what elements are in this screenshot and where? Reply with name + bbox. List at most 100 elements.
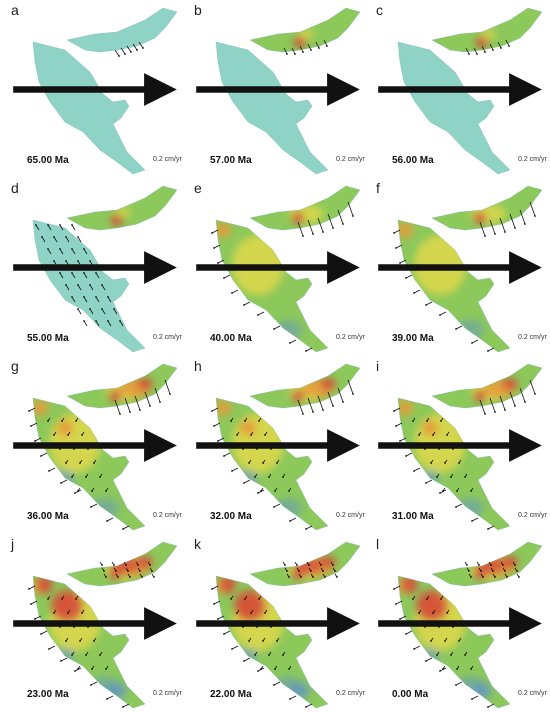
velocity-arrow	[497, 41, 502, 49]
velocity-arrow-head	[243, 304, 245, 306]
velocity-arrow-head	[83, 272, 85, 274]
velocity-arrow-head	[89, 260, 91, 262]
velocity-arrow-head	[425, 304, 427, 306]
velocity-arrow-head	[468, 53, 470, 55]
velocity-arrow-head	[93, 462, 95, 464]
scale-arrow-icon	[196, 429, 360, 462]
velocity-arrow-head	[67, 612, 69, 614]
velocity-arrow-head	[95, 320, 97, 322]
velocity-arrow-head	[91, 490, 93, 492]
velocity-arrow-head	[141, 576, 143, 578]
velocity-arrow-head	[484, 51, 486, 53]
velocity-arrow-head	[482, 576, 484, 578]
velocity-arrow-head	[101, 284, 103, 286]
velocity-arrow	[77, 236, 82, 243]
velocity-arrow-head	[119, 320, 121, 322]
velocity-arrow-head	[456, 668, 458, 670]
panel-letter: f	[376, 180, 380, 196]
velocity-arrow-head	[250, 434, 252, 436]
velocity-arrow-head	[418, 434, 420, 436]
velocity-arrow-head	[211, 410, 213, 412]
velocity-arrow-head	[442, 490, 444, 492]
velocity-arrow	[297, 399, 304, 415]
velocity-arrow-head	[248, 640, 250, 642]
velocity-arrow-head	[91, 668, 93, 670]
velocity-arrow	[134, 395, 141, 411]
velocity-arrow-head	[399, 262, 401, 264]
velocity-arrow-head	[28, 410, 30, 412]
velocity-arrow	[529, 379, 536, 395]
velocity-arrow-head	[211, 232, 213, 234]
velocity-arrow-head	[107, 296, 109, 298]
velocity-arrow	[65, 284, 70, 291]
scale-label: 0.2 cm/yr	[518, 690, 547, 697]
velocity-arrow	[499, 217, 506, 233]
velocity-arrow-head	[440, 420, 442, 422]
velocity-arrow	[106, 517, 114, 522]
velocity-arrow-head	[106, 698, 108, 700]
velocity-arrow-head	[250, 612, 252, 614]
velocity-arrow-head	[151, 570, 153, 572]
velocity-arrow	[393, 585, 401, 590]
velocity-arrow-head	[67, 434, 69, 436]
velocity-arrow-head	[305, 350, 307, 352]
velocity-arrow	[47, 224, 52, 231]
velocity-arrow-head	[506, 576, 508, 578]
north-block	[66, 7, 178, 53]
velocity-arrow-head	[35, 224, 37, 226]
velocity-arrow	[28, 585, 36, 590]
scale-label: 0.2 cm/yr	[518, 512, 547, 519]
velocity-arrow	[489, 219, 496, 235]
velocity-arrow-head	[288, 576, 290, 578]
velocity-arrow-head	[169, 393, 171, 395]
panel-letter: h	[194, 358, 202, 374]
velocity-arrow	[164, 379, 171, 395]
velocity-arrow-head	[105, 576, 107, 578]
velocity-arrow-head	[30, 603, 32, 605]
velocity-arrow-head	[480, 570, 482, 572]
velocity-arrow-head	[77, 490, 79, 492]
velocity-arrow-head	[395, 425, 397, 427]
panel-letter: l	[376, 536, 380, 552]
velocity-arrow	[455, 503, 463, 508]
velocity-arrow	[114, 399, 121, 415]
velocity-arrow-head	[418, 612, 420, 614]
velocity-arrow	[223, 630, 231, 635]
velocity-arrow	[40, 452, 48, 457]
velocity-arrow-head	[213, 603, 215, 605]
velocity-arrow-head	[248, 462, 250, 464]
velocity-arrow	[213, 422, 221, 427]
panel-j: j 23.00 Ma 0.2 cm/yr	[5, 536, 185, 711]
velocity-arrow-head	[490, 564, 492, 566]
age-label: 22.00 Ma	[210, 689, 252, 700]
velocity-arrow	[213, 244, 221, 249]
velocity-arrow-head	[47, 420, 49, 422]
panel-letter: i	[376, 358, 380, 374]
velocity-arrow-head	[514, 227, 516, 229]
velocity-arrow-head	[478, 564, 480, 566]
velocity-arrow	[231, 289, 239, 294]
scale-label: 0.2 cm/yr	[518, 156, 547, 163]
velocity-arrow	[315, 41, 320, 49]
velocity-arrow-head	[85, 654, 87, 656]
velocity-arrow-head	[413, 648, 415, 650]
velocity-arrow-head	[223, 455, 225, 457]
velocity-arrow-head	[244, 598, 246, 600]
velocity-arrow-head	[236, 612, 238, 614]
velocity-arrow	[107, 296, 112, 303]
velocity-arrow-head	[300, 576, 302, 578]
velocity-arrow-head	[130, 51, 132, 53]
velocity-arrow-head	[310, 570, 312, 572]
velocity-arrow	[83, 272, 88, 279]
velocity-arrow	[53, 236, 58, 243]
velocity-arrow-head	[282, 476, 284, 478]
velocity-arrow-head	[516, 570, 518, 572]
velocity-arrow-head	[393, 232, 395, 234]
velocity-arrow-head	[294, 53, 296, 55]
velocity-arrow-head	[81, 612, 83, 614]
velocity-arrow-head	[310, 49, 312, 51]
velocity-arrow	[307, 397, 314, 413]
velocity-arrow-head	[107, 320, 109, 322]
velocity-arrow-head	[524, 401, 526, 403]
